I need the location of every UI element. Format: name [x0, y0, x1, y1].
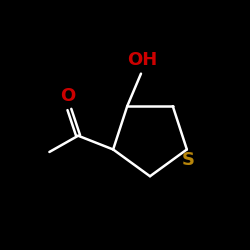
Text: S: S	[182, 151, 194, 169]
Text: O: O	[60, 87, 76, 105]
Text: OH: OH	[127, 51, 157, 69]
